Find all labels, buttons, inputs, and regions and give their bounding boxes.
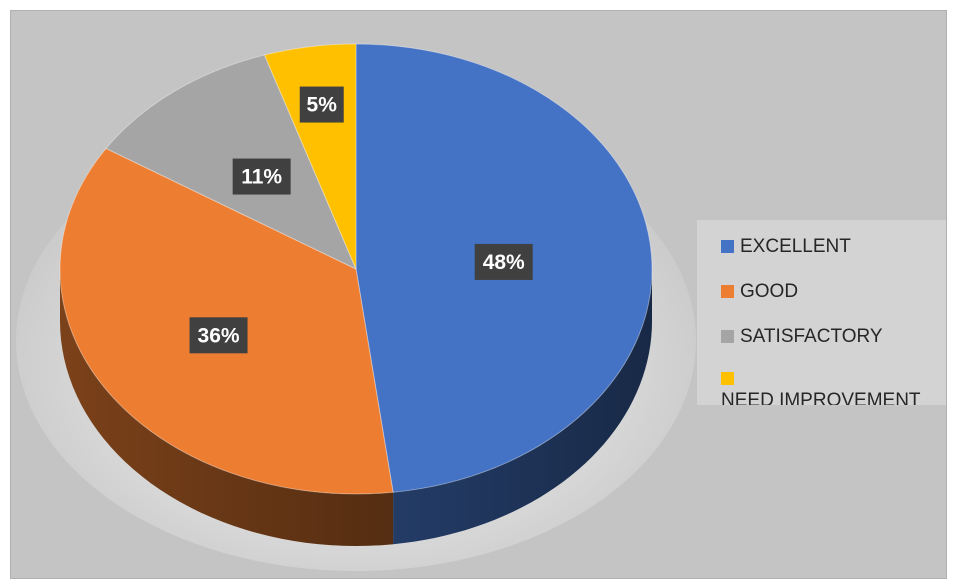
legend-item-need-improvement: NEED IMPROVEMENT	[721, 372, 921, 405]
data-label-good: 36%	[189, 317, 248, 354]
legend-swatch-good	[721, 285, 734, 298]
pie-slice-satisfactory	[105, 54, 357, 271]
legend-item-good: GOOD	[721, 282, 798, 302]
data-label-text: 48%	[483, 251, 525, 274]
data-label-text: 36%	[198, 324, 240, 347]
data-label-satisfactory: 11%	[232, 158, 291, 195]
data-label-need-improvement: 5%	[299, 86, 344, 123]
data-label-box	[232, 158, 291, 195]
legend-label-satisfactory: SATISFACTORY	[740, 326, 883, 347]
pie-chart: 48% 36% 11% 5%	[16, 43, 696, 571]
legend-swatch-excellent	[721, 240, 734, 253]
legend-item-satisfactory: SATISFACTORY	[721, 327, 883, 347]
data-label-box	[474, 243, 533, 280]
legend-label-good: GOOD	[740, 281, 799, 302]
legend-label-excellent: EXCELLENT	[740, 236, 851, 257]
data-label-text: 11%	[241, 166, 282, 189]
legend: EXCELLENT GOOD SATISFACTORY NEED IMPROVE…	[697, 220, 946, 405]
legend-label-need-improvement: NEED IMPROVEMENT	[721, 390, 921, 406]
data-label-text: 5%	[307, 94, 338, 117]
data-label-box	[189, 317, 248, 354]
pie-side-shade-good	[60, 269, 394, 546]
pie-side-shade-excellent	[393, 269, 652, 545]
legend-swatch-satisfactory	[721, 330, 734, 343]
legend-swatch-need-improvement	[721, 372, 734, 385]
chart-area: 48% 36% 11% 5% EXCELLENT GOOD SATISFACTORY …	[10, 10, 947, 579]
data-label-excellent: 48%	[474, 243, 533, 280]
legend-item-excellent: EXCELLENT	[721, 237, 851, 257]
data-label-box	[299, 86, 344, 123]
